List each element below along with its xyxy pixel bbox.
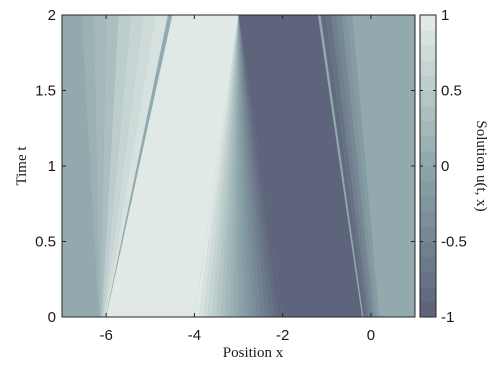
colorbar-segment: [420, 75, 436, 91]
colorbar-segment: [420, 150, 436, 167]
rarefaction-band: [238, 15, 279, 317]
rarefaction-band: [198, 15, 239, 317]
colorbar-segment: [420, 90, 436, 107]
colorbar-segment: [420, 60, 436, 76]
colorbar-segment: [420, 241, 436, 258]
rarefaction-band: [220, 15, 239, 317]
rarefaction-band: [229, 15, 239, 317]
colorbar-segment: [420, 226, 436, 242]
right-transition-band: [331, 15, 372, 317]
colorbar-segment: [420, 15, 436, 31]
y-tick-label: 1.5: [35, 83, 56, 100]
colorbar-tick-label: -1: [441, 309, 454, 326]
rarefaction-band: [207, 15, 239, 317]
colorbar: [420, 15, 436, 318]
y-axis-label: Time t: [14, 146, 30, 186]
rarefaction-band: [216, 15, 239, 317]
x-tick-label: -2: [276, 327, 289, 344]
x-tick-label: -4: [188, 327, 201, 344]
colorbar-tick-label: 1: [441, 7, 449, 24]
rarefaction-band: [238, 15, 252, 317]
colorbar-segment: [420, 45, 436, 61]
rarefaction-band: [194, 15, 239, 317]
x-tick-label: 0: [367, 327, 375, 344]
y-tick-label: 2: [48, 7, 56, 24]
colorbar-label: Solution u(t, x): [473, 120, 489, 211]
left-transition-band: [101, 15, 131, 317]
colorbar-segment: [420, 271, 436, 288]
rarefaction-band: [238, 15, 248, 317]
y-axis: 0 0.5 1 1.5 2: [35, 7, 415, 326]
trough-region: [238, 15, 363, 317]
colorbar-segment: [420, 120, 436, 137]
x-axis: -6 -4 -2 0: [99, 15, 375, 344]
right-transition-band: [347, 15, 380, 317]
rarefaction-band: [225, 15, 239, 317]
plateau-region: [106, 15, 239, 317]
colorbar-segment: [420, 286, 436, 303]
colorbar-tick-label: 0.5: [441, 83, 462, 100]
right-transition-band: [320, 15, 367, 317]
left-transition-band: [104, 15, 168, 317]
colorbar-tick-label: -0.5: [441, 234, 467, 251]
y-tick-label: 0: [48, 309, 56, 326]
colorbar-segment: [420, 181, 436, 197]
colorbar-segment: [420, 30, 436, 46]
right-transition-band: [336, 15, 374, 317]
colorbar-segment: [420, 196, 436, 212]
x-tick-label: -6: [99, 327, 112, 344]
colorbar-segment: [420, 256, 436, 273]
colorbar-tick-label: 0: [441, 158, 449, 175]
colorbar-segment: [420, 135, 436, 152]
x-axis-label: Position x: [223, 345, 284, 361]
right-transition-band: [341, 15, 377, 317]
colorbar-segment: [420, 166, 436, 182]
rarefaction-band: [234, 15, 239, 317]
left-transition-band: [100, 15, 119, 317]
left-transition-band: [81, 15, 100, 317]
left-transition-band: [93, 15, 107, 317]
colorbar-ticks: -1 -0.5 0 0.5 1: [420, 7, 467, 326]
right-transition-band: [325, 15, 369, 317]
colorbar-segment: [420, 211, 436, 227]
left-transition-band: [103, 15, 156, 317]
plot-area: [62, 15, 415, 317]
rarefaction-band: [203, 15, 239, 317]
colorbar-segment: [420, 105, 436, 122]
y-tick-label: 1: [48, 158, 56, 175]
colorbar-segment: [420, 301, 436, 318]
rarefaction-band: [212, 15, 239, 317]
left-transition-band: [102, 15, 144, 317]
y-tick-label: 0.5: [35, 234, 56, 251]
